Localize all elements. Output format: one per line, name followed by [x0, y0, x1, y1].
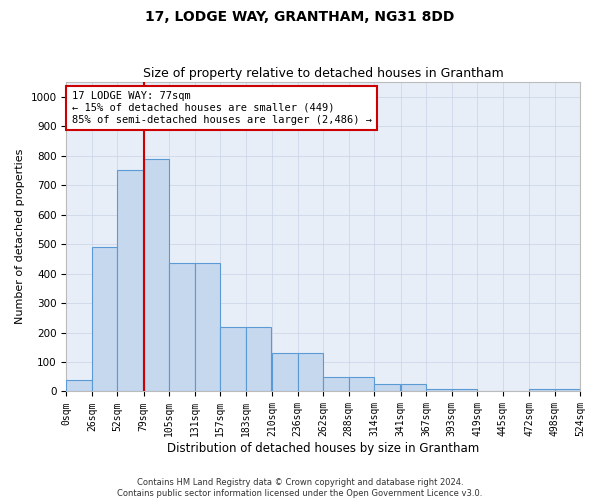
- Bar: [374, 384, 400, 392]
- Bar: [118, 170, 143, 392]
- Bar: [144, 158, 169, 392]
- Bar: [246, 326, 271, 392]
- Bar: [169, 264, 195, 392]
- Bar: [92, 247, 118, 392]
- Bar: [272, 353, 298, 392]
- X-axis label: Distribution of detached houses by size in Grantham: Distribution of detached houses by size …: [167, 442, 479, 455]
- Bar: [554, 388, 580, 392]
- Bar: [67, 380, 92, 392]
- Bar: [323, 376, 349, 392]
- Text: Contains HM Land Registry data © Crown copyright and database right 2024.
Contai: Contains HM Land Registry data © Crown c…: [118, 478, 482, 498]
- Text: 17 LODGE WAY: 77sqm
← 15% of detached houses are smaller (449)
85% of semi-detac: 17 LODGE WAY: 77sqm ← 15% of detached ho…: [71, 92, 371, 124]
- Bar: [529, 388, 554, 392]
- Bar: [452, 388, 477, 392]
- Title: Size of property relative to detached houses in Grantham: Size of property relative to detached ho…: [143, 66, 503, 80]
- Text: 17, LODGE WAY, GRANTHAM, NG31 8DD: 17, LODGE WAY, GRANTHAM, NG31 8DD: [145, 10, 455, 24]
- Bar: [298, 353, 323, 392]
- Bar: [349, 376, 374, 392]
- Bar: [426, 388, 452, 392]
- Bar: [195, 264, 220, 392]
- Bar: [401, 384, 426, 392]
- Bar: [220, 326, 246, 392]
- Y-axis label: Number of detached properties: Number of detached properties: [15, 149, 25, 324]
